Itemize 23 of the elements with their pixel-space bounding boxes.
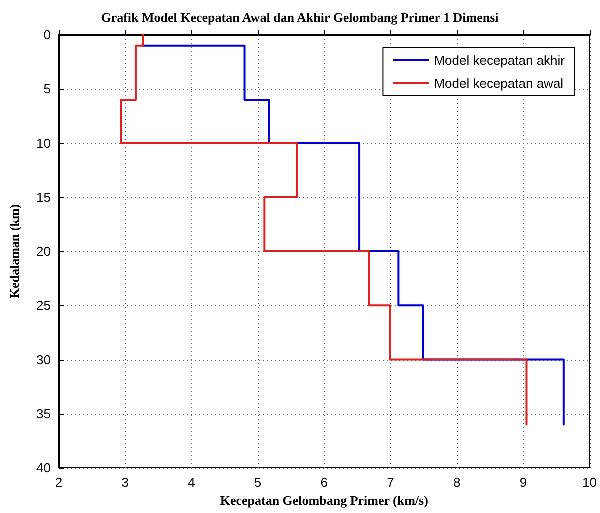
y-axis-title: Kedalaman (km) <box>7 204 22 299</box>
y-tick-label: 10 <box>36 136 51 151</box>
x-tick-label: 5 <box>254 475 262 490</box>
y-tick-label: 35 <box>36 406 51 422</box>
legend-label: Model kecepatan akhir <box>434 53 566 68</box>
y-tick-label: 30 <box>36 352 51 368</box>
x-tick-label: 7 <box>387 475 394 490</box>
y-tick-label: 15 <box>36 190 51 205</box>
x-tick-label: 4 <box>188 475 196 490</box>
chart-title: Grafik Model Kecepatan Awal dan Akhir Gelombang Primer 1 Dimensi <box>101 10 500 25</box>
x-tick-label: 8 <box>453 475 461 490</box>
y-tick-label: 0 <box>44 28 51 42</box>
y-tick-label: 25 <box>36 298 51 314</box>
y-tick-label: 40 <box>36 460 51 476</box>
x-tick-label: 2 <box>55 475 63 490</box>
legend-label: Model kecepatan awal <box>434 76 564 91</box>
x-tick-label: 3 <box>122 475 129 490</box>
y-tick-label: 5 <box>44 82 51 97</box>
x-axis-title: Kecepatan Gelombang Primer (km/s) <box>220 492 428 508</box>
x-tick-label: 10 <box>582 475 598 490</box>
y-tick-label: 20 <box>36 244 51 259</box>
x-tick-label: 9 <box>520 475 528 490</box>
x-tick-label: 6 <box>320 475 328 490</box>
